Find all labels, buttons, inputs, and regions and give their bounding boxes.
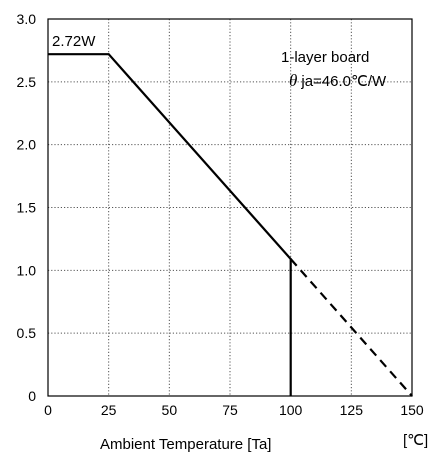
x-axis-label: Ambient Temperature [Ta] [100, 436, 272, 453]
x-tick-label: 75 [222, 402, 238, 418]
thermal-resistance-annotation: θ ja=46.0℃/W [289, 71, 386, 91]
x-tick-label: 0 [44, 402, 52, 418]
board-annotation: 1-layer board [281, 49, 370, 66]
derating-line-solid [48, 53, 292, 396]
peak-power-label: 2.72W [52, 33, 96, 50]
x-tick-label: 100 [279, 402, 303, 418]
y-tick-label: 3.0 [17, 11, 37, 27]
tick-labels: 0 25 50 75 100 125 150 0 0.5 1.0 1.5 2.0 2.5 3.0 [17, 11, 424, 418]
x-axis-unit: [℃] [403, 432, 429, 449]
y-tick-label: 2.0 [17, 137, 37, 153]
x-tick-label: 50 [162, 402, 178, 418]
derating-line-dashed [289, 258, 413, 397]
theta-symbol: θ [289, 71, 298, 90]
theta-value: ja=46.0℃/W [301, 73, 387, 90]
y-tick-label: 0 [28, 388, 36, 404]
plot-frame [47, 18, 413, 397]
x-tick-label: 125 [340, 402, 364, 418]
x-tick-label: 25 [101, 402, 117, 418]
y-tick-label: 1.5 [17, 200, 37, 216]
y-tick-label: 2.5 [17, 74, 37, 90]
x-tick-label: 150 [400, 402, 424, 418]
y-tick-label: 0.5 [17, 325, 37, 341]
y-tick-label: 1.0 [17, 262, 37, 278]
series-layer [48, 53, 413, 397]
